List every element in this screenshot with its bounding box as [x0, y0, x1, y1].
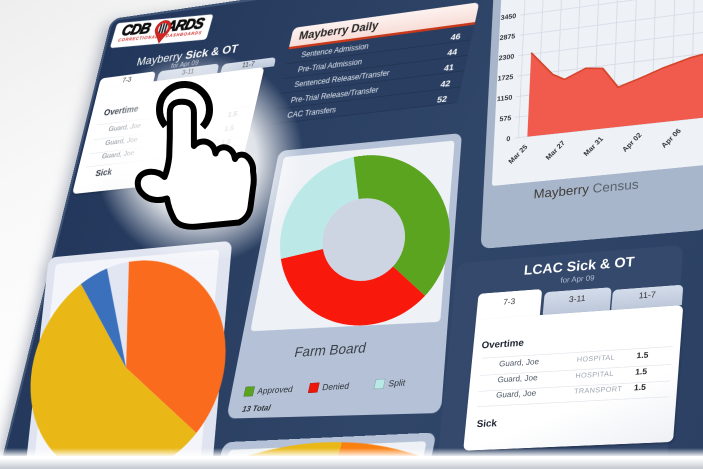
svg-text:1150: 1150	[497, 95, 514, 104]
svg-text:2875: 2875	[499, 34, 516, 43]
svg-text:Mar 25: Mar 25	[508, 143, 530, 165]
svg-text:Apr 02: Apr 02	[622, 131, 645, 153]
svg-text:0: 0	[506, 136, 511, 143]
svg-text:Mar 27: Mar 27	[545, 139, 568, 161]
svg-text:575: 575	[499, 115, 512, 123]
svg-text:3450: 3450	[500, 13, 517, 22]
svg-text:1725: 1725	[497, 74, 514, 83]
svg-text:Mar 31: Mar 31	[583, 135, 606, 158]
svg-text:2300: 2300	[498, 54, 515, 63]
svg-text:Apr 06: Apr 06	[661, 127, 684, 150]
